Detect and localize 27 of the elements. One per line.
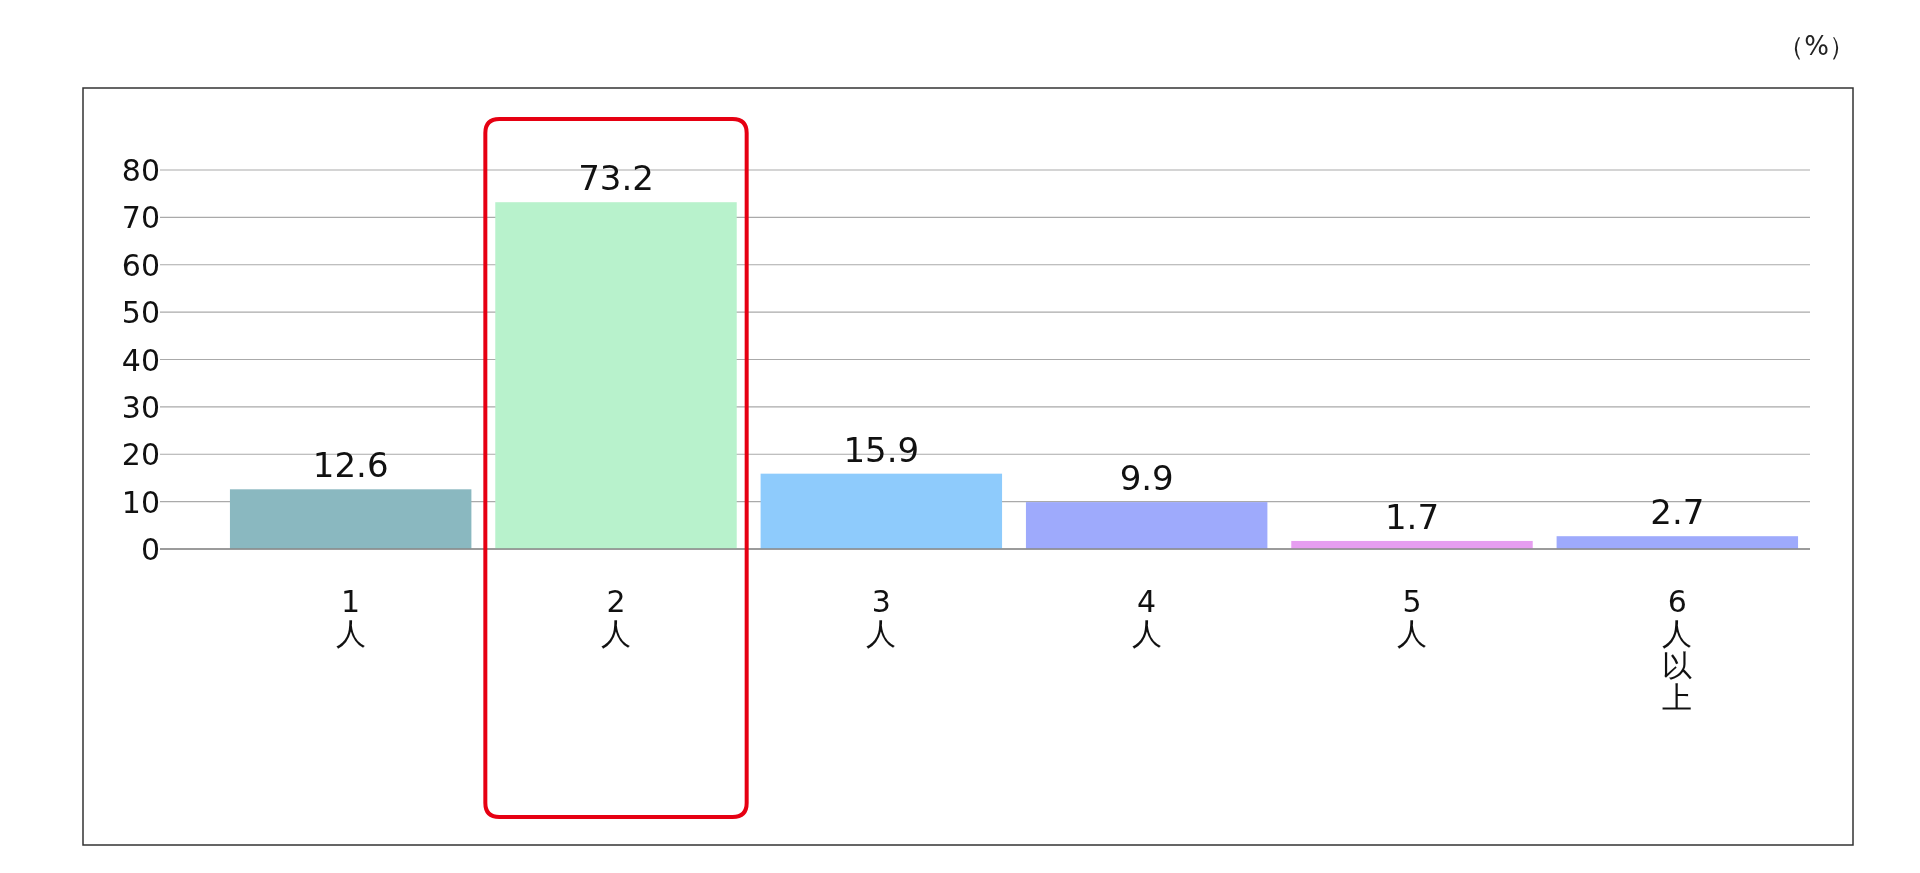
- y-tick-label: 30: [121, 389, 160, 425]
- y-tick-label: 20: [121, 437, 160, 473]
- data-label: 73.2: [578, 158, 654, 199]
- y-tick-label: 40: [121, 342, 160, 378]
- x-tick-label: 6人以上: [1662, 584, 1693, 715]
- bar: [1025, 502, 1268, 549]
- bar: [1556, 536, 1799, 549]
- y-tick-label: 0: [140, 532, 160, 567]
- data-label: 12.6: [312, 445, 389, 486]
- y-tick-label: 80: [121, 153, 160, 188]
- y-tick-label: 50: [121, 295, 160, 331]
- data-label: 15.9: [843, 429, 920, 470]
- x-tick-label: 3人: [866, 584, 897, 651]
- x-tick-label: 4人: [1131, 584, 1162, 651]
- data-label: 1.7: [1384, 496, 1440, 537]
- y-tick-label: 10: [121, 484, 160, 520]
- x-tick-label: 2人: [601, 584, 631, 651]
- data-label: 9.9: [1119, 458, 1174, 499]
- y-tick-label: 70: [121, 200, 160, 236]
- x-tick-label: 5人: [1397, 584, 1427, 651]
- bar: [495, 202, 737, 549]
- bar: [229, 489, 472, 549]
- bar: [760, 473, 1003, 549]
- y-tick-label: 60: [121, 247, 160, 283]
- y-axis-title: （%）: [1778, 31, 1855, 61]
- data-label: 2.7: [1650, 492, 1705, 533]
- x-tick-label: 1人: [335, 584, 366, 651]
